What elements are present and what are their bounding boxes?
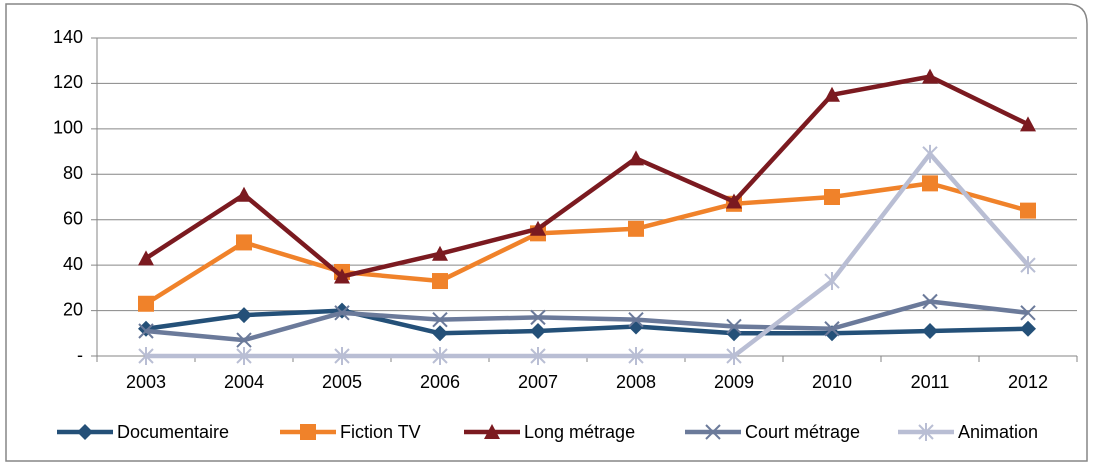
marker [334,268,350,284]
y-tick-label: 80 [63,163,83,183]
marker [432,273,448,290]
marker [922,175,938,192]
marker [236,186,252,202]
legend-label: Documentaire [117,422,229,442]
marker [628,311,644,328]
x-tick-label: 2003 [126,372,166,392]
series-line [146,151,1030,359]
legend-label: Long métrage [524,422,635,442]
marker [918,423,934,441]
marker [530,220,546,236]
marker [922,293,938,310]
chart-frame [5,3,1088,462]
marker [236,234,252,251]
marker [236,347,252,365]
marker [484,424,500,439]
series-line [145,308,1029,336]
y-tick-label: 40 [63,254,83,274]
marker [432,245,448,261]
marker [236,332,252,348]
marker [138,323,154,339]
y-tick-label: 20 [63,299,83,319]
marker [138,250,154,266]
series-line [144,181,1029,306]
marker [824,321,840,337]
marker [432,347,448,365]
x-tick-label: 2012 [1008,372,1048,392]
marker [1020,305,1036,321]
marker [1020,256,1036,275]
marker [628,220,644,237]
marker [138,320,154,337]
x-tick-label: 2010 [812,372,852,392]
x-tick-label: 2007 [518,372,558,392]
legend-label: Court métrage [745,422,860,442]
x-tick-label: 2011 [911,372,950,392]
series-line [145,299,1029,343]
marker [432,325,448,342]
marker [726,193,742,209]
legend-label: Fiction TV [340,422,421,442]
marker [824,189,840,205]
marker [628,150,644,166]
series-line [144,74,1029,279]
marker [922,144,938,163]
marker [1020,202,1036,219]
y-tick-label: 60 [63,208,83,228]
marker [530,347,546,365]
marker [922,68,938,84]
y-tick-label: 140 [53,27,83,47]
y-tick-label: - [77,345,83,365]
marker [1020,116,1036,132]
marker [530,309,546,326]
legend-label: Animation [958,422,1038,442]
x-tick-label: 2006 [420,372,460,392]
y-tick-label: 100 [53,118,83,138]
marker [628,347,644,365]
x-tick-label: 2005 [322,372,362,392]
marker [726,318,742,335]
marker [726,347,742,365]
marker [922,323,938,340]
marker [824,272,840,291]
marker [138,347,154,365]
marker [705,424,721,440]
marker [824,86,840,102]
marker [334,347,350,365]
marker [300,424,316,440]
marker [138,295,154,312]
marker [530,323,546,340]
y-tick-label: 120 [53,72,83,92]
x-tick-label: 2004 [224,372,264,392]
marker [432,311,448,328]
x-tick-label: 2008 [616,372,656,392]
marker [236,307,252,324]
marker [1020,320,1036,337]
marker [334,305,350,321]
x-tick-label: 2009 [714,372,754,392]
marker [77,424,93,440]
